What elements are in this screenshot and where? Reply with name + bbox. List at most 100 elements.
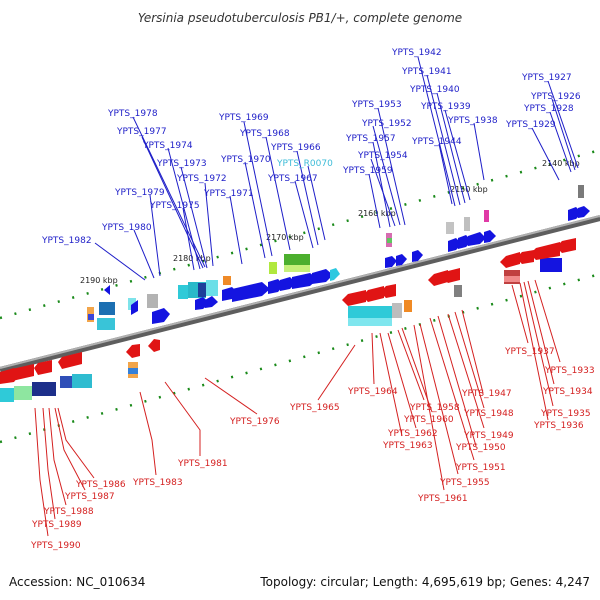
gene-label[interactable]: YPTS_1980 bbox=[101, 223, 152, 233]
gene-label[interactable]: YPTS_1952 bbox=[361, 119, 412, 129]
gene-label[interactable]: YPTS_1928 bbox=[523, 104, 574, 114]
gene-label[interactable]: YPTS_1939 bbox=[420, 102, 471, 112]
gene-label[interactable]: YPTS_1973 bbox=[156, 159, 207, 169]
gene-block bbox=[404, 300, 412, 312]
gene-label[interactable]: YPTS_1934 bbox=[542, 387, 593, 397]
gene-label[interactable]: YPTS_1933 bbox=[544, 366, 595, 376]
gene-label[interactable]: YPTS_1981 bbox=[177, 459, 228, 469]
gene-label[interactable]: YPTS_1958 bbox=[409, 403, 460, 413]
gene-block bbox=[504, 276, 520, 282]
gene-label[interactable]: YPTS_1936 bbox=[533, 421, 584, 431]
gene-label[interactable]: YPTS_1944 bbox=[411, 137, 462, 147]
gene-label[interactable]: YPTS_1986 bbox=[75, 480, 126, 490]
gene-label[interactable]: YPTS_1964 bbox=[347, 387, 398, 397]
gene-label[interactable]: YPTS_1954 bbox=[357, 151, 408, 161]
gene-arrow bbox=[442, 268, 460, 283]
gene-label[interactable]: YPTS_1983 bbox=[132, 478, 183, 488]
gene-block bbox=[540, 258, 562, 272]
gene-label[interactable]: YPTS_1959 bbox=[342, 166, 393, 176]
gene-arrow bbox=[412, 250, 423, 262]
gene-arrow bbox=[34, 360, 52, 375]
gene-label[interactable]: YPTS_1979 bbox=[114, 188, 165, 198]
gene-arrow bbox=[396, 254, 407, 266]
gene-label[interactable]: YPTS_1976 bbox=[229, 417, 280, 427]
gene-label[interactable]: YPTS_1961 bbox=[417, 494, 468, 504]
gene-label[interactable]: YPTS_1929 bbox=[505, 120, 556, 130]
gene-label[interactable]: YPTS_1963 bbox=[382, 441, 433, 451]
gene-label[interactable]: YPTS_1937 bbox=[504, 347, 555, 357]
gene-arrow bbox=[380, 284, 396, 298]
gene-label[interactable]: YPTS_1968 bbox=[239, 129, 290, 139]
gene-block bbox=[387, 238, 392, 243]
gene-label[interactable]: YPTS_1957 bbox=[345, 134, 396, 144]
gene-label[interactable]: YPTS_1949 bbox=[463, 431, 514, 441]
gene-arrow bbox=[104, 285, 110, 295]
gene-label[interactable]: YPTS_1989 bbox=[31, 520, 82, 530]
gene-block bbox=[223, 276, 231, 285]
gene-block bbox=[284, 265, 310, 272]
gene-label[interactable]: YPTS_1938 bbox=[447, 116, 498, 126]
gene-label[interactable]: YPTS_1966 bbox=[270, 143, 321, 153]
gene-label[interactable]: YPTS_1947 bbox=[461, 389, 512, 399]
gene-label[interactable]: YPTS_1967 bbox=[267, 174, 318, 184]
gene-label[interactable]: YPTS_1935 bbox=[540, 409, 591, 419]
backbone-highlight bbox=[0, 215, 600, 369]
gene-arrow bbox=[152, 308, 170, 324]
gene-label[interactable]: YPTS_1969 bbox=[218, 113, 269, 123]
gene-label[interactable]: YPTS_1974 bbox=[142, 141, 193, 151]
gene-label[interactable]: YPTS_1977 bbox=[116, 127, 167, 137]
gene-label[interactable]: YPTS_1960 bbox=[403, 415, 454, 425]
gene-block bbox=[0, 388, 14, 402]
gene-block bbox=[72, 374, 92, 388]
gene-arrow bbox=[556, 238, 576, 253]
gene-arrow bbox=[578, 206, 590, 218]
gene-label[interactable]: YPTS_1950 bbox=[455, 443, 506, 453]
gene-label[interactable]: YPTS_1951 bbox=[455, 463, 506, 473]
gene-label[interactable]: YPTS_1942 bbox=[391, 48, 442, 58]
gene-label[interactable]: YPTS_1972 bbox=[176, 174, 227, 184]
gene-arrow bbox=[500, 252, 520, 268]
gene-label[interactable]: YPTS_1965 bbox=[289, 403, 340, 413]
gene-label[interactable]: YPTS_1940 bbox=[409, 85, 460, 95]
gene-arrow bbox=[330, 268, 340, 281]
reverse-leader-lines bbox=[34, 279, 561, 537]
gene-label[interactable]: YPTS_1970 bbox=[220, 155, 271, 165]
gene-block bbox=[484, 210, 489, 222]
gene-arrow bbox=[516, 250, 534, 264]
gene-label[interactable]: YPTS_1987 bbox=[64, 492, 115, 502]
gene-label[interactable]: YPTS_1927 bbox=[521, 73, 572, 83]
gene-label[interactable]: YPTS_1948 bbox=[463, 409, 514, 419]
gene-block bbox=[97, 318, 115, 330]
gene-label[interactable]: YPTS_1975 bbox=[149, 201, 200, 211]
accession-text: Accession: NC_010634 bbox=[9, 575, 145, 589]
gene-block bbox=[348, 318, 392, 326]
gene-arrow bbox=[126, 344, 140, 358]
gene-arrow bbox=[205, 296, 218, 308]
gene-block bbox=[88, 314, 94, 320]
gene-label-highlighted[interactable]: YPTS_R0070 bbox=[276, 159, 333, 169]
gene-arrow bbox=[312, 269, 333, 284]
gene-label[interactable]: YPTS_1962 bbox=[387, 429, 438, 439]
gene-label[interactable]: YPTS_1982 bbox=[41, 236, 92, 246]
gene-arrow bbox=[468, 232, 486, 246]
scale-label-2190: 2190 kbp bbox=[80, 276, 118, 285]
gene-label[interactable]: YPTS_1990 bbox=[30, 541, 81, 551]
scale-label-2150: 2150 kbp bbox=[450, 185, 488, 194]
topology-text: Topology: circular; Length: 4,695,619 bp… bbox=[259, 575, 590, 589]
genome-backbone bbox=[0, 215, 600, 373]
gene-label[interactable]: YPTS_1988 bbox=[43, 507, 94, 517]
gene-block bbox=[178, 285, 188, 299]
gene-block bbox=[14, 386, 32, 400]
gene-label[interactable]: YPTS_1978 bbox=[107, 109, 158, 119]
reverse-gene-track bbox=[0, 238, 576, 402]
gene-label[interactable]: YPTS_1926 bbox=[530, 92, 581, 102]
gene-arrow bbox=[58, 352, 82, 369]
gene-block bbox=[464, 217, 470, 231]
gene-label[interactable]: YPTS_1955 bbox=[439, 478, 490, 488]
gene-block bbox=[32, 382, 56, 396]
gene-label[interactable]: YPTS_1953 bbox=[351, 100, 402, 110]
gene-label[interactable]: YPTS_1941 bbox=[401, 67, 452, 77]
gene-label[interactable]: YPTS_1971 bbox=[203, 189, 254, 199]
